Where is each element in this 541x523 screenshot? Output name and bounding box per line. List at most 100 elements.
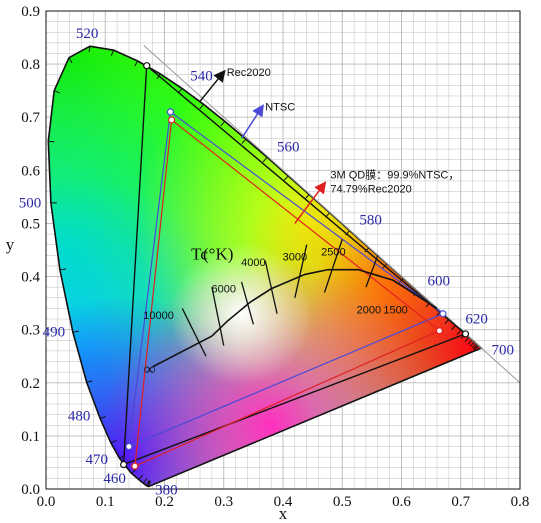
y-tick-label: 0.0: [21, 482, 40, 498]
x-tick-label: 0.3: [214, 494, 233, 510]
isotemperature-line: [240, 281, 255, 325]
ntsc-arrow: [240, 104, 264, 139]
wavelength-label: 600: [427, 273, 450, 289]
locus-tick: [471, 343, 477, 349]
locus-tick: [473, 344, 478, 350]
locus-tick: [59, 268, 66, 271]
qd-series-label-line: 3M QD膜：99.9%NTSC，: [330, 168, 459, 181]
wavelength-label: 580: [359, 212, 382, 228]
planckian-curve: [211, 268, 438, 337]
locus-tick: [131, 469, 137, 474]
locus-tick: [262, 156, 268, 163]
ntsc-triangle: [128, 110, 445, 448]
wavelength-label: 540: [190, 69, 213, 85]
vertex-point: [435, 327, 444, 335]
locus-tick: [99, 415, 106, 419]
series-label: Rec2020: [227, 67, 271, 79]
locus-tick: [304, 194, 310, 200]
locus-tick: [470, 341, 475, 347]
y-tick-label: 0.5: [21, 216, 40, 232]
wavelength-label: 520: [76, 26, 99, 42]
vertex-point: [125, 442, 133, 451]
y-tick-label: 0.6: [21, 163, 40, 179]
axes: 0.0 0.1 0.2 0.3 0.4 0.5 0.6 0.7 0.8 0.0 0.1 0.2 0.3 0…: [6, 4, 530, 523]
wavelength-label: 560: [277, 140, 300, 156]
locus-tick: [364, 247, 370, 253]
x-tick-label: 0.6: [392, 494, 411, 510]
locus-tick: [147, 480, 152, 487]
x-tick-label: 0.2: [155, 494, 174, 510]
vertex-point: [120, 460, 128, 469]
temperature-label: 1500: [383, 305, 407, 317]
rec2020-arrow: [199, 69, 226, 102]
locus-tick: [48, 140, 55, 143]
rec2020-triangle: [122, 64, 467, 466]
locus-tick: [145, 480, 151, 486]
isotemperature-line: [264, 260, 278, 314]
infinity-label: ∞: [144, 360, 156, 379]
x-tick-label: 0.8: [511, 494, 530, 510]
qd-arrow: [294, 181, 327, 224]
locus-tick: [72, 330, 79, 333]
locus-tick: [110, 49, 115, 56]
locus-tick: [199, 104, 204, 110]
qd-series-label: 3M QD膜：99.9%NTSC， 74.79%Rec2020: [330, 168, 459, 195]
wavelength-label: 470: [85, 452, 108, 468]
x-tick-label: 0.5: [333, 494, 352, 510]
locus-tick: [110, 440, 117, 444]
tc-label: Tc: [191, 244, 208, 263]
temperature-label: 4000: [241, 257, 265, 269]
y-tick-label: 0.9: [21, 4, 40, 20]
y-tick-label: 0.4: [21, 270, 40, 286]
x-tick-label: 0.0: [37, 494, 56, 510]
y-tick-label: 0.3: [21, 323, 40, 339]
y-tick-label: 0.1: [21, 429, 40, 445]
locus-tick: [241, 138, 247, 144]
planckian-tail: [152, 335, 213, 368]
x-tick-label: 0.7: [451, 494, 470, 510]
wavelength-label: 490: [43, 324, 66, 340]
y-tick-label: 0.7: [21, 110, 40, 126]
locus-tick: [456, 329, 462, 335]
x-axis-label: x: [279, 504, 288, 523]
vertex-point: [143, 62, 151, 70]
temperature-label: 10000: [143, 310, 174, 322]
x-tick-label: 0.1: [96, 494, 115, 510]
gamut-triangles: [120, 62, 470, 470]
locus-tick: [68, 57, 73, 64]
qd-triangle: [134, 118, 441, 468]
series-label: NTSC: [265, 102, 295, 114]
wavelength-label: 500: [19, 195, 41, 211]
locus-tick: [138, 474, 144, 480]
temperature-label: 2000: [357, 305, 381, 317]
planckian-locus: [152, 239, 438, 368]
wavelength-label: 480: [68, 408, 91, 424]
locus-tick: [220, 120, 226, 127]
temperature-label: 2500: [321, 246, 345, 258]
locus-tick: [88, 46, 91, 53]
qd-series-label-line: 74.79%Rec2020: [330, 183, 411, 195]
vertex-point: [439, 310, 447, 318]
wavelength-label: 460: [103, 471, 126, 487]
y-tick-label: 0.8: [21, 57, 40, 73]
vertex-point: [168, 116, 176, 124]
vertex-point: [461, 330, 470, 338]
locus-tick: [464, 336, 470, 342]
locus-tick: [467, 339, 473, 345]
locus-tick: [86, 380, 93, 383]
locus-tick: [143, 478, 148, 484]
vertex-point: [166, 108, 175, 116]
y-axis-label: y: [6, 235, 15, 254]
locus-tick: [54, 90, 60, 94]
plot-frame: [45, 10, 521, 490]
wavelength-label: 700: [491, 342, 514, 358]
isotemperature-line: [211, 287, 225, 346]
locus-tick: [474, 345, 479, 351]
y-tick-label: 0.2: [21, 376, 40, 392]
wavelength-label: 620: [465, 311, 488, 327]
isotemperature-line: [365, 255, 379, 288]
temperature-label: 6000: [212, 283, 236, 295]
vertex-point: [131, 462, 139, 470]
